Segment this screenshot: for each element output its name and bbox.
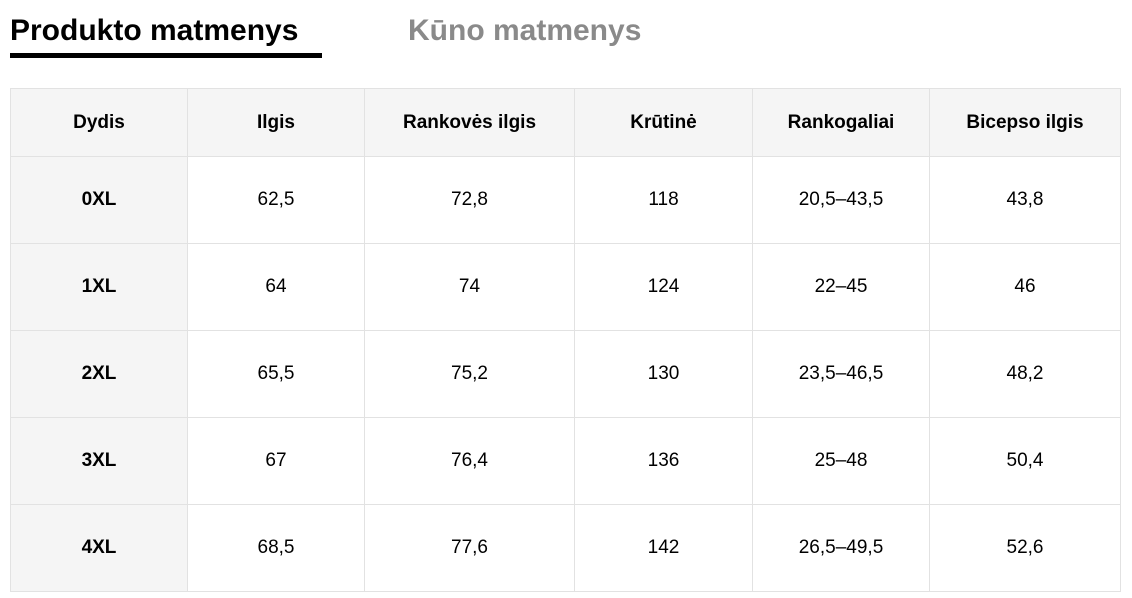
table-header-row: Dydis Ilgis Rankovės ilgis Krūtinė Ranko…: [10, 88, 1121, 157]
table-cell: 142: [574, 504, 753, 592]
table-cell: 50,4: [929, 417, 1121, 505]
table-cell: 72,8: [364, 156, 575, 244]
table-cell: 25–48: [752, 417, 930, 505]
table-cell: 118: [574, 156, 753, 244]
table-cell: 130: [574, 330, 753, 418]
table-cell: 62,5: [187, 156, 365, 244]
table-row: 3XL 67 76,4 136 25–48 50,4: [10, 417, 1121, 505]
tab-body-measurements[interactable]: Kūno matmenys: [408, 14, 642, 47]
size-cell: 2XL: [10, 330, 188, 418]
size-cell: 1XL: [10, 243, 188, 331]
size-cell: 4XL: [10, 504, 188, 592]
table-row: 4XL 68,5 77,6 142 26,5–49,5 52,6: [10, 504, 1121, 592]
table-cell: 68,5: [187, 504, 365, 592]
table-cell: 67: [187, 417, 365, 505]
table-cell: 23,5–46,5: [752, 330, 930, 418]
table-cell: 48,2: [929, 330, 1121, 418]
table-row: 0XL 62,5 72,8 118 20,5–43,5 43,8: [10, 156, 1121, 244]
table-cell: 26,5–49,5: [752, 504, 930, 592]
size-table: Dydis Ilgis Rankovės ilgis Krūtinė Ranko…: [10, 88, 1121, 592]
table-cell: 77,6: [364, 504, 575, 592]
column-header-bicep-length: Bicepso ilgis: [929, 88, 1121, 157]
table-cell: 136: [574, 417, 753, 505]
table-cell: 52,6: [929, 504, 1121, 592]
table-row: 2XL 65,5 75,2 130 23,5–46,5 48,2: [10, 330, 1121, 418]
table-cell: 22–45: [752, 243, 930, 331]
size-cell: 0XL: [10, 156, 188, 244]
table-cell: 20,5–43,5: [752, 156, 930, 244]
table-cell: 65,5: [187, 330, 365, 418]
table-cell: 46: [929, 243, 1121, 331]
column-header-size: Dydis: [10, 88, 188, 157]
tab-product-measurements[interactable]: Produkto matmenys: [10, 14, 299, 47]
table-cell: 74: [364, 243, 575, 331]
column-header-chest: Krūtinė: [574, 88, 753, 157]
table-cell: 43,8: [929, 156, 1121, 244]
column-header-length: Ilgis: [187, 88, 365, 157]
active-tab-underline: [10, 53, 322, 58]
table-cell: 124: [574, 243, 753, 331]
tab-bar: Produkto matmenys Kūno matmenys: [10, 0, 1120, 60]
table-cell: 76,4: [364, 417, 575, 505]
column-header-sleeve-length: Rankovės ilgis: [364, 88, 575, 157]
table-row: 1XL 64 74 124 22–45 46: [10, 243, 1121, 331]
size-cell: 3XL: [10, 417, 188, 505]
column-header-cuffs: Rankogaliai: [752, 88, 930, 157]
table-cell: 64: [187, 243, 365, 331]
table-cell: 75,2: [364, 330, 575, 418]
